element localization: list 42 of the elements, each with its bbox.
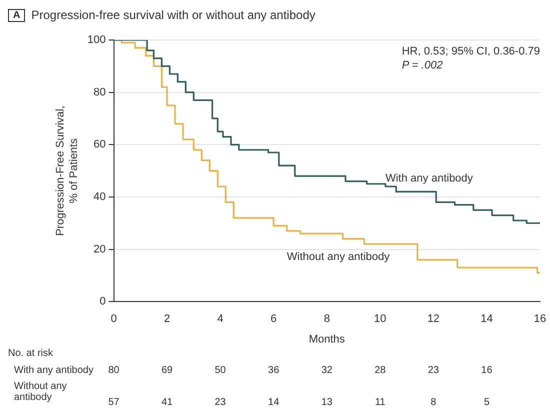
y-tick-label: 20 (94, 243, 106, 256)
text: 80 (107, 365, 120, 376)
y-axis-title: Progression-Free Survival, % of Patients (54, 106, 80, 236)
annotation: HR, 0.53; 95% CI, 0.36-0.79 (402, 46, 540, 58)
text: 13 (320, 397, 334, 408)
text: With any antibody (14, 365, 94, 376)
text: 69 (160, 365, 174, 376)
text: 23 (214, 397, 227, 408)
chart-title: Progression-free survival with or without any antibody (31, 8, 316, 22)
text: 14 (267, 397, 280, 408)
x-tick-label: 6 (270, 313, 277, 326)
text: 32 (320, 365, 334, 376)
text: 36 (267, 365, 280, 376)
series-label: With any antibody (385, 172, 474, 185)
x-tick-label: 2 (164, 313, 170, 326)
text: 41 (160, 397, 174, 408)
x-tick-label: 8 (324, 313, 330, 326)
y-tick-label: 100 (87, 34, 106, 46)
x-axis-title: Months (308, 333, 346, 346)
x-tick-label: 10 (374, 313, 386, 326)
x-tick-label: 4 (217, 313, 224, 326)
text: 11 (374, 397, 386, 408)
text: 23 (426, 365, 440, 376)
text: A (8, 8, 26, 22)
text: 5 (482, 397, 490, 408)
y-tick-label: 0 (100, 296, 106, 308)
text: 8 (430, 397, 438, 408)
series-label: Without any antibody (286, 251, 390, 264)
text: 57 (107, 397, 120, 408)
x-tick-label: 12 (427, 313, 440, 326)
text: 28 (374, 365, 387, 376)
text: 16 (480, 365, 494, 376)
x-tick-label: 16 (534, 313, 546, 326)
y-tick-label: 80 (94, 86, 106, 98)
text: 50 (214, 365, 227, 376)
text: Without any antibody (14, 381, 68, 403)
annotation: P = .002 (402, 60, 443, 72)
text: No. at risk (8, 348, 54, 359)
x-tick-label: 0 (110, 313, 117, 326)
y-tick-label: 40 (94, 190, 106, 203)
x-tick-label: 14 (480, 313, 493, 326)
y-tick-label: 60 (94, 138, 106, 151)
